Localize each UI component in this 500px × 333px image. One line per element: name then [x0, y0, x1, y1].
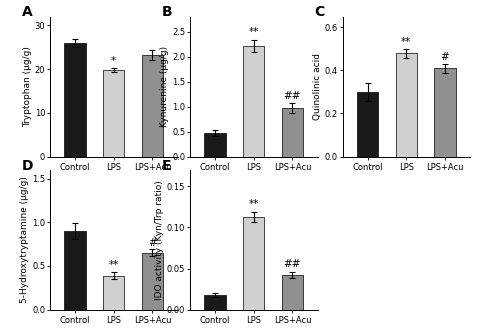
Bar	[243, 46, 264, 157]
Text: A: A	[22, 5, 32, 19]
Text: **: **	[248, 199, 259, 209]
Bar	[64, 231, 86, 310]
Y-axis label: IDO activity (Kyn/Trp ratio): IDO activity (Kyn/Trp ratio)	[155, 180, 164, 300]
Bar	[204, 133, 226, 157]
Y-axis label: Kynurenine (μg/g): Kynurenine (μg/g)	[160, 46, 169, 127]
Text: **: **	[248, 27, 259, 37]
Bar	[357, 92, 378, 157]
Text: C: C	[314, 5, 324, 19]
Bar	[282, 108, 303, 157]
Bar	[243, 217, 264, 310]
Text: *: *	[111, 56, 116, 66]
Text: E: E	[162, 159, 172, 172]
Text: **: **	[108, 260, 119, 270]
Text: **: **	[401, 37, 411, 47]
Text: B: B	[162, 5, 172, 19]
Text: D: D	[22, 159, 34, 172]
Bar	[282, 275, 303, 310]
Bar	[142, 55, 163, 157]
Text: #: #	[148, 238, 157, 248]
Bar	[142, 253, 163, 310]
Bar	[103, 70, 124, 157]
Y-axis label: Quinolinic acid: Quinolinic acid	[312, 53, 322, 120]
Text: ##: ##	[284, 259, 301, 269]
Bar	[103, 276, 124, 310]
Text: #: #	[440, 52, 450, 62]
Y-axis label: Tryptophan (μg/g): Tryptophan (μg/g)	[22, 46, 32, 127]
Bar	[64, 43, 86, 157]
Text: ##: ##	[284, 91, 301, 101]
Bar	[396, 53, 417, 157]
Bar	[434, 68, 456, 157]
Y-axis label: 5-Hydroxytryptamine (μg/g): 5-Hydroxytryptamine (μg/g)	[20, 176, 29, 303]
Bar	[204, 295, 226, 310]
